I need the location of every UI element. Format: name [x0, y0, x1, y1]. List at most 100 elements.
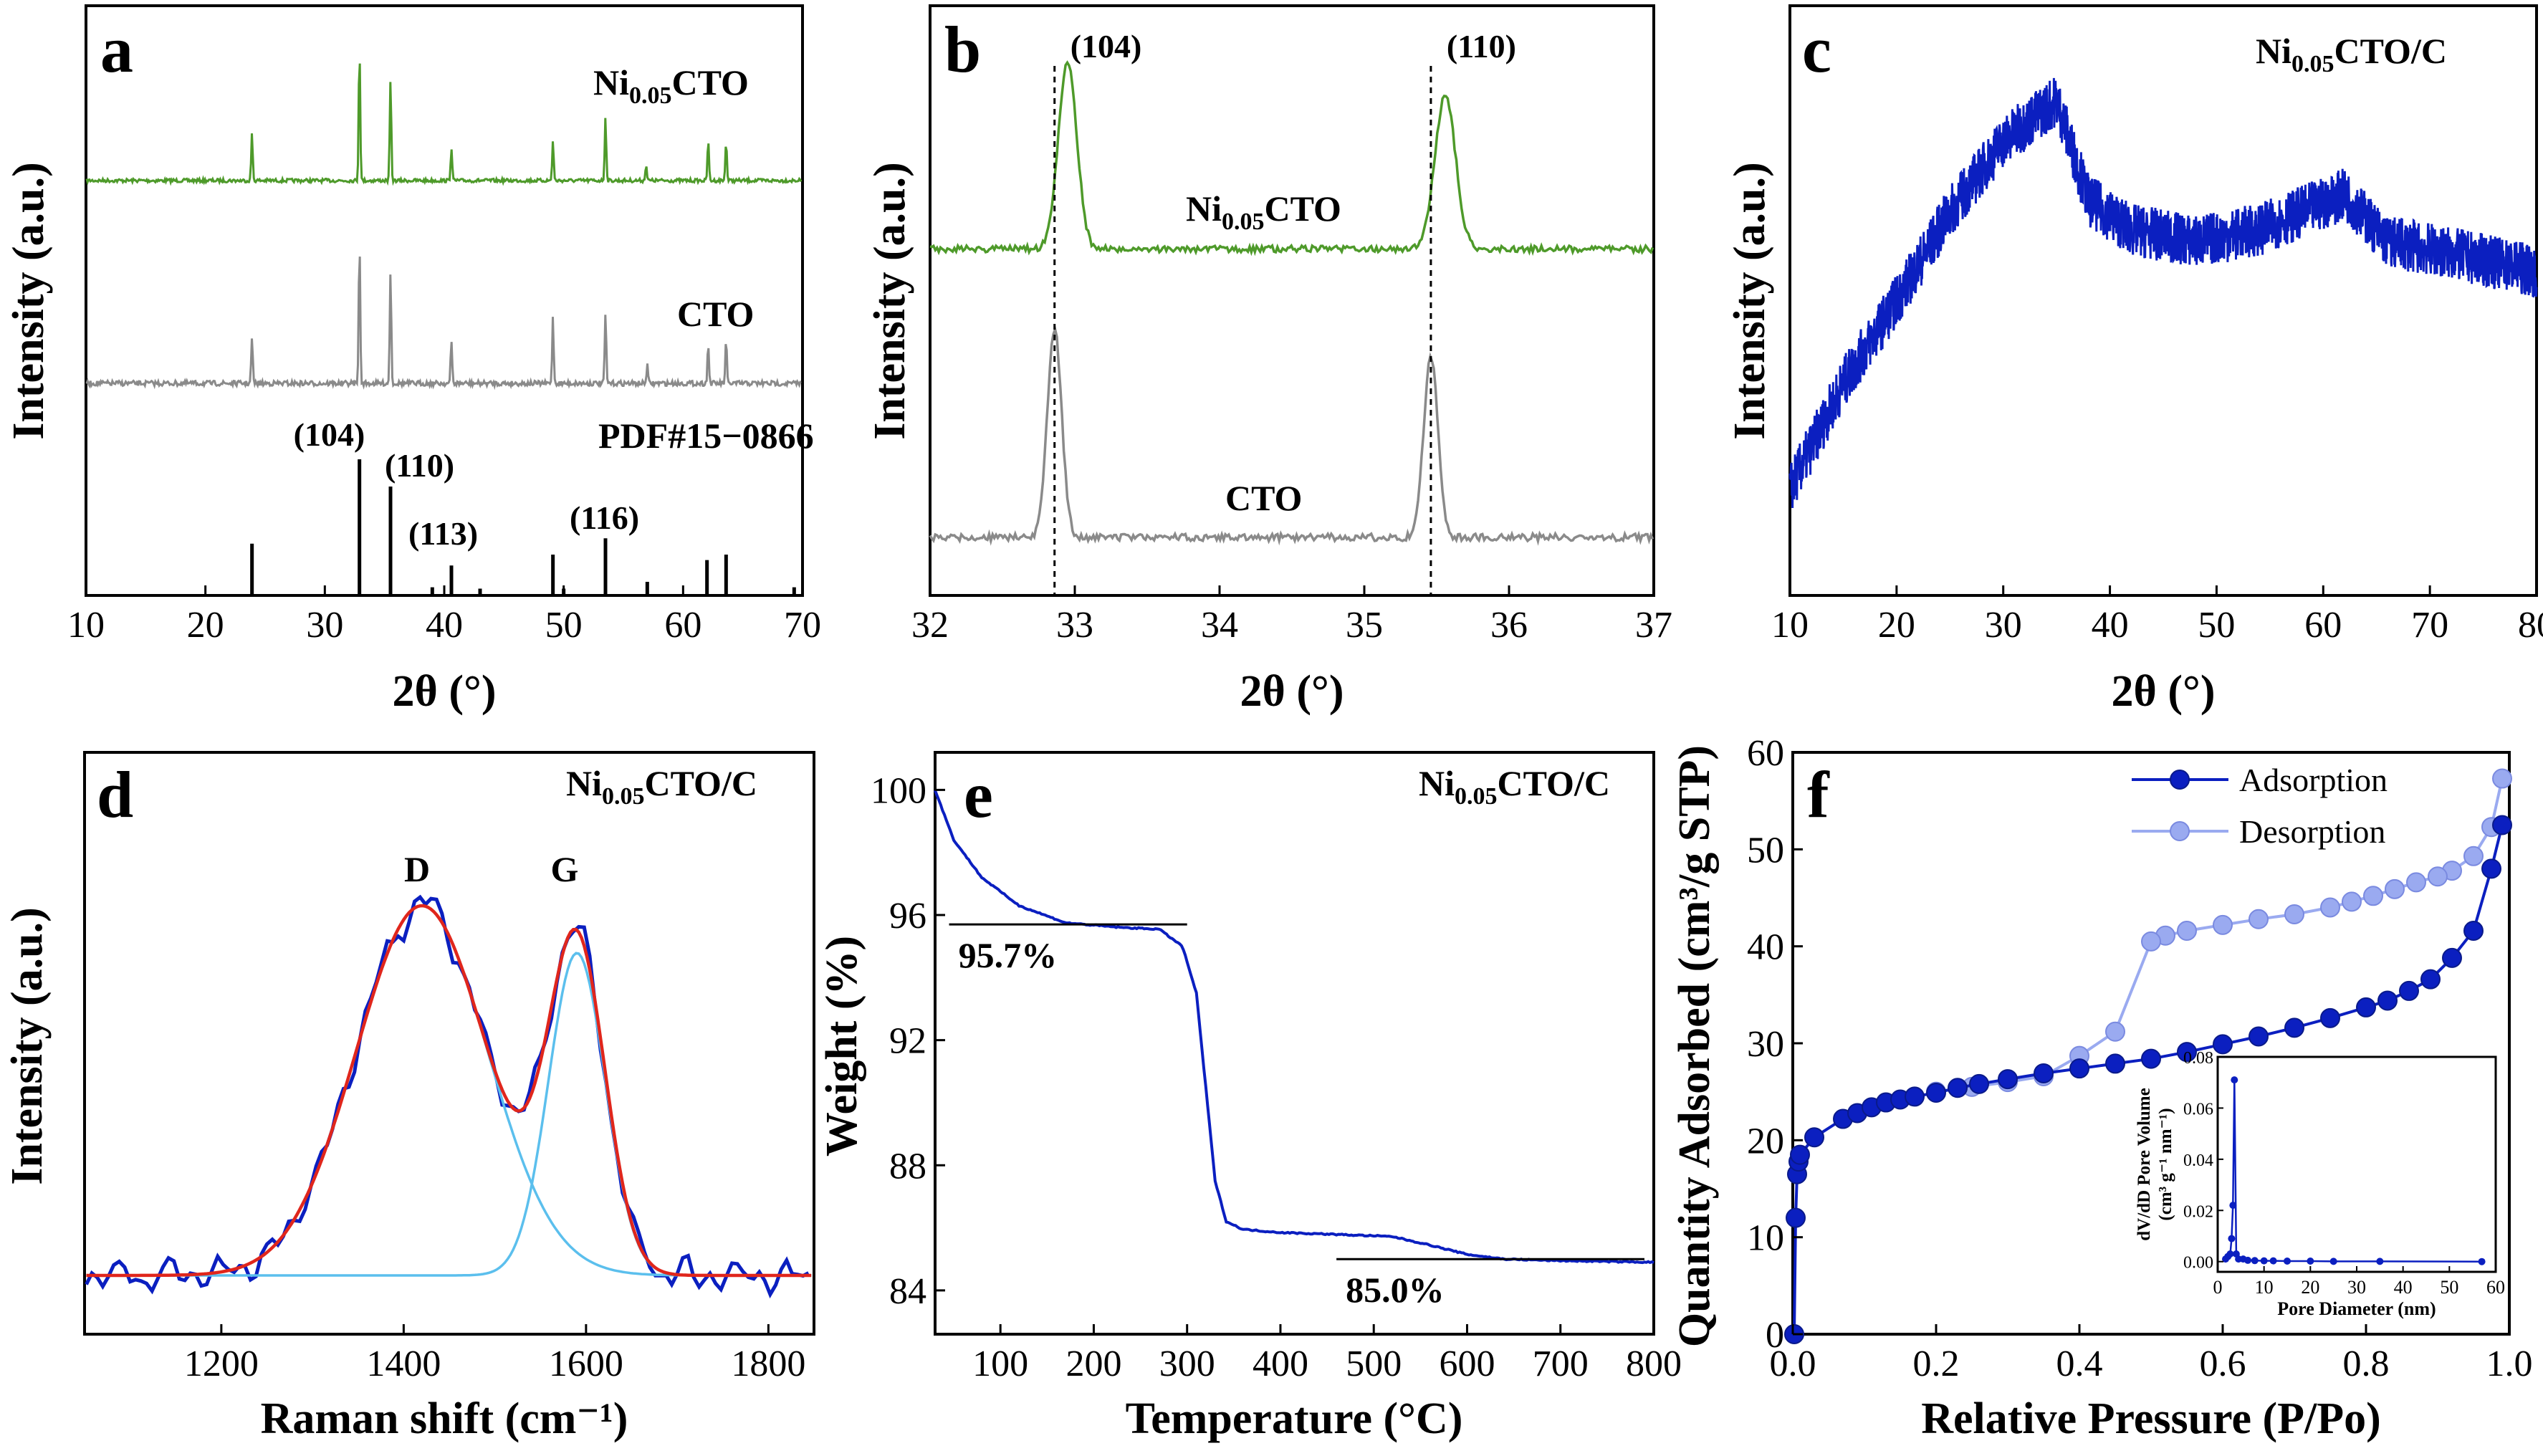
- f-adsorption-point: [1969, 1073, 1989, 1094]
- f-x-tick-label: 0.8: [2343, 1344, 2390, 1384]
- c-x-ticks: 10 20 30 40 50 60 70 80: [1771, 585, 2543, 646]
- f-inset-point: [2329, 1258, 2337, 1265]
- a-x-label: 2θ (°): [393, 667, 497, 716]
- b-peak-label: (104): [1071, 28, 1142, 64]
- f-legend-adsorption-text: Adsorption: [2239, 762, 2388, 798]
- d-g-band-fit: [86, 952, 812, 1277]
- f-desorption-point: [2284, 904, 2304, 925]
- f-desorption-point: [2385, 878, 2405, 899]
- f-inset-y-tick-label: 0.00: [2183, 1254, 2213, 1273]
- c-x-tick-label: 10: [1771, 605, 1809, 646]
- f-inset-x-tick-label: 0: [2213, 1277, 2223, 1298]
- panel-d-frame: [83, 751, 815, 1336]
- e-x-ticks: 100 200 300 400 500 600 700 800: [972, 1324, 1682, 1384]
- f-adsorption-point: [2069, 1058, 2089, 1079]
- f-adsorption-point: [2442, 947, 2462, 968]
- a-miller-label: (110): [385, 447, 454, 484]
- f-desorption-point: [2363, 886, 2383, 906]
- f-inset-y-tick-label: 0.04: [2183, 1151, 2213, 1170]
- panel-d: d D G Ni0.05CTO/C 1200 1400 1600 1800 Raman…: [3, 751, 815, 1443]
- f-adsorption-point: [2377, 990, 2398, 1011]
- f-adsorption-point: [2141, 1048, 2161, 1069]
- b-x-label: 2θ (°): [1240, 667, 1344, 716]
- f-inset-y-label-1: dV/dD Pore Volume: [2135, 1088, 2154, 1240]
- f-inset-y-tick-label: 0.08: [2183, 1049, 2213, 1068]
- a-x-tick-label: 70: [784, 605, 821, 646]
- a-reference-lines: [250, 459, 796, 595]
- f-inset-x-tick-label: 30: [2347, 1277, 2366, 1298]
- b-ni-curve: [929, 60, 1654, 257]
- e-x-tick-label: 700: [1533, 1344, 1589, 1384]
- f-inset-point: [2251, 1257, 2259, 1265]
- f-desorption-point: [2406, 872, 2426, 893]
- f-inset-x-tick-label: 10: [2255, 1277, 2274, 1298]
- f-y-tick-label: 30: [1747, 1024, 1784, 1065]
- f-y-tick-label: 50: [1747, 830, 1784, 871]
- c-x-tick-label: 70: [2411, 605, 2448, 646]
- e-title: Ni0.05CTO/C: [1419, 763, 1610, 810]
- f-inset: 0 10 20 30 40 50 60 0.00 0.02 0.04 0.06 0.08 Pore …: [2135, 1049, 2505, 1319]
- d-raman-data: [85, 894, 810, 1299]
- e-annotations: 95.7% 85.0%: [949, 923, 1644, 1310]
- f-x-label: Relative Pressure (P/Po): [1921, 1394, 2381, 1443]
- panel-c-label: c: [1802, 13, 1831, 86]
- f-desorption-point: [2177, 921, 2197, 942]
- f-x-tick-label: 0.6: [2200, 1344, 2246, 1384]
- f-inset-point: [2228, 1235, 2236, 1242]
- f-inset-x-label: Pore Diameter (nm): [2277, 1298, 2436, 1319]
- b-x-tick-label: 37: [1635, 605, 1672, 646]
- e-annotation-2: 85.0%: [1346, 1270, 1445, 1310]
- a-cto-curve: [85, 257, 802, 391]
- a-x-ticks: 10 20 30 40 50 60 70: [67, 585, 821, 646]
- c-x-label: 2θ (°): [2112, 667, 2216, 716]
- e-x-tick-label: 600: [1439, 1344, 1495, 1384]
- panel-f: f Adsorption Desorption 0 10 20 30 40 50 60 0.…: [1670, 733, 2533, 1443]
- c-x-tick-label: 20: [1878, 605, 1915, 646]
- f-desorption-point: [2342, 891, 2362, 912]
- f-x-tick-label: 0.4: [2056, 1344, 2103, 1384]
- f-inset-point: [2229, 1202, 2237, 1210]
- f-adsorption-point: [1926, 1083, 1946, 1103]
- panel-b: b (104) (110) Ni0.05CTO CTO 32 33 34 35 36 37 …: [866, 4, 1672, 716]
- a-cto-label: CTO: [677, 294, 754, 334]
- panel-a: a Ni0.05CTO CTO PDF#15−0866 (104)(110)(1…: [4, 4, 821, 716]
- d-x-ticks: 1200 1400 1600 1800: [184, 1324, 805, 1384]
- f-desorption-point: [2141, 931, 2161, 952]
- b-y-label: Intensity (a.u.): [866, 162, 914, 440]
- c-xrd-curve: [1788, 77, 2538, 509]
- c-x-tick-label: 60: [2304, 605, 2342, 646]
- c-x-tick-label: 30: [1985, 605, 2022, 646]
- f-y-ticks: 0 10 20 30 40 50 60: [1747, 733, 1803, 1356]
- f-adsorption-point: [2481, 858, 2501, 879]
- f-legend-adsorption-marker: [2170, 770, 2190, 790]
- f-desorption-point: [2428, 866, 2448, 887]
- d-x-tick-label: 1200: [184, 1344, 259, 1384]
- panel-c-frame: [1788, 4, 2538, 597]
- e-y-tick-label: 84: [889, 1271, 926, 1312]
- a-pdf-label: PDF#15−0866: [598, 416, 814, 456]
- f-desorption-point: [2320, 897, 2340, 918]
- a-x-tick-label: 20: [187, 605, 224, 646]
- e-x-label: Temperature (°C): [1126, 1394, 1463, 1443]
- b-cto-label: CTO: [1225, 478, 1302, 518]
- e-y-tick-label: 100: [871, 770, 926, 811]
- f-adsorption-point: [2320, 1007, 2340, 1028]
- e-x-tick-label: 300: [1159, 1344, 1215, 1384]
- e-x-tick-label: 100: [972, 1344, 1028, 1384]
- d-x-tick-label: 1800: [731, 1344, 805, 1384]
- e-y-tick-label: 96: [889, 896, 926, 937]
- f-adsorption-point: [1905, 1086, 1925, 1107]
- f-inset-x-ticks: 0 10 20 30 40 50 60: [2213, 1266, 2505, 1298]
- f-y-label: Quantity Adsorbed (cm³/g STP): [1670, 745, 1719, 1347]
- f-inset-x-tick-label: 60: [2486, 1277, 2505, 1298]
- a-x-tick-label: 60: [664, 605, 701, 646]
- b-x-ticks: 32 33 34 35 36 37: [911, 585, 1672, 646]
- d-x-tick-label: 1400: [366, 1344, 441, 1384]
- a-y-label: Intensity (a.u.): [4, 162, 53, 440]
- f-adsorption-point: [2399, 980, 2419, 1001]
- d-g-band-label: G: [551, 849, 579, 889]
- d-total-fit: [86, 904, 812, 1278]
- f-y-tick-label: 60: [1747, 733, 1784, 774]
- f-adsorption-point: [2034, 1063, 2054, 1083]
- f-inset-point: [2284, 1258, 2291, 1265]
